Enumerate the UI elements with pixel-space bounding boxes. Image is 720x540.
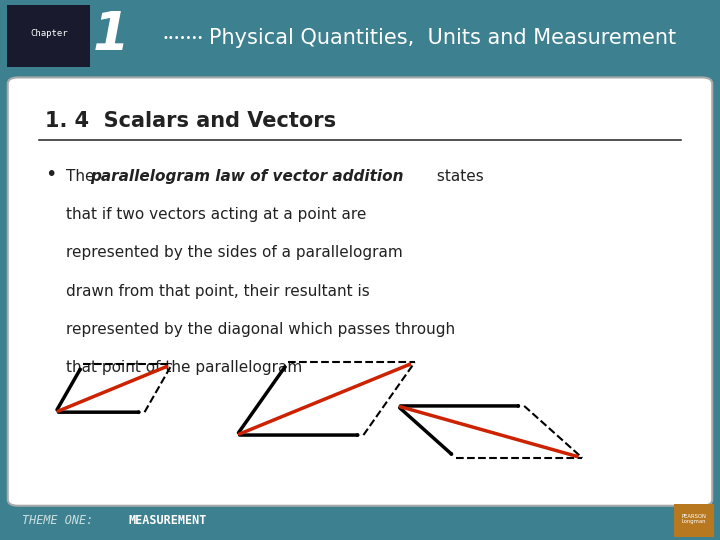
- Text: that if two vectors acting at a point are: that if two vectors acting at a point ar…: [66, 207, 366, 222]
- Text: 1. 4  Scalars and Vectors: 1. 4 Scalars and Vectors: [45, 111, 336, 131]
- Text: The: The: [66, 169, 99, 184]
- Text: Chapter: Chapter: [30, 29, 68, 38]
- Text: drawn from that point, their resultant is: drawn from that point, their resultant i…: [66, 284, 369, 299]
- FancyBboxPatch shape: [8, 77, 712, 506]
- Text: states: states: [432, 169, 484, 184]
- Text: •••••••: •••••••: [162, 33, 203, 43]
- Text: parallelogram law of vector addition: parallelogram law of vector addition: [91, 169, 404, 184]
- Text: that point of the parallelogram: that point of the parallelogram: [66, 360, 302, 375]
- Text: represented by the sides of a parallelogram: represented by the sides of a parallelog…: [66, 246, 402, 260]
- Text: PEARSON
Longman: PEARSON Longman: [681, 514, 706, 524]
- Text: represented by the diagonal which passes through: represented by the diagonal which passes…: [66, 322, 455, 337]
- FancyBboxPatch shape: [674, 503, 714, 537]
- Text: Physical Quantities,  Units and Measurement: Physical Quantities, Units and Measureme…: [209, 28, 676, 48]
- Text: MEASUREMENT: MEASUREMENT: [128, 514, 207, 527]
- Text: 1: 1: [93, 9, 130, 61]
- Text: •: •: [45, 165, 57, 184]
- Text: THEME ONE:: THEME ONE:: [22, 514, 93, 527]
- FancyBboxPatch shape: [7, 5, 90, 66]
